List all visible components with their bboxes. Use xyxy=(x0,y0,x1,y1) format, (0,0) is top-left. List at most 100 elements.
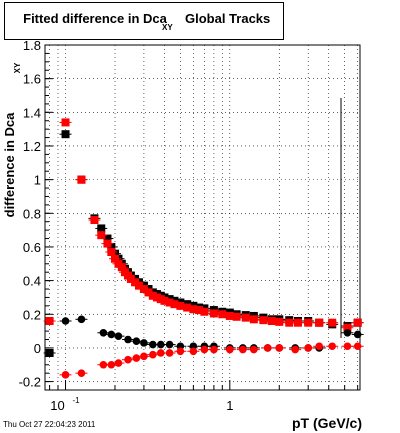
data-point-square xyxy=(110,254,119,263)
data-point-circle xyxy=(149,340,157,349)
data-point-circle xyxy=(77,369,86,377)
data-point-square xyxy=(285,318,294,327)
data-point-square xyxy=(343,323,352,332)
chart-title-subscript: XY xyxy=(162,23,173,32)
y-axis-label: difference in Dca xyxy=(2,112,17,218)
chart-title-box: Fitted difference in Dca XY Global Track… xyxy=(4,2,284,40)
data-point-square xyxy=(103,234,112,243)
data-point-square xyxy=(126,274,135,283)
data-point-circle xyxy=(165,349,174,357)
data-point-circle xyxy=(132,337,141,345)
y-tick-label: 1.4 xyxy=(23,105,41,120)
data-point-circle xyxy=(156,340,165,349)
data-point-circle xyxy=(328,342,337,351)
data-point-square xyxy=(259,316,268,325)
y-axis-label-subscript: XY xyxy=(13,62,22,73)
chart-title-suffix: Global Tracks xyxy=(185,11,271,26)
x-tick-label: 10 xyxy=(50,398,64,413)
data-point-circle xyxy=(353,330,362,339)
data-point-circle xyxy=(61,371,70,379)
data-point-square xyxy=(77,175,86,184)
data-point-circle xyxy=(140,339,148,347)
data-marks xyxy=(43,118,364,379)
data-point-circle xyxy=(275,344,284,352)
y-tick-label: 1 xyxy=(34,173,41,188)
y-tick-label: 0.6 xyxy=(23,240,41,255)
data-point-circle xyxy=(124,355,132,364)
data-point-square xyxy=(232,312,241,321)
data-point-circle xyxy=(99,328,108,337)
data-point-circle xyxy=(353,342,362,351)
data-point-circle xyxy=(77,315,86,324)
data-point-circle xyxy=(165,340,174,349)
data-point-circle xyxy=(114,359,123,367)
data-point-square xyxy=(209,309,218,318)
data-point-square xyxy=(183,303,192,312)
data-point-circle xyxy=(99,360,108,369)
data-point-square xyxy=(315,318,324,327)
data-point-circle xyxy=(149,350,157,359)
data-point-square xyxy=(45,348,54,357)
data-point-circle xyxy=(176,347,185,356)
data-point-circle xyxy=(124,335,132,344)
y-axis-label-subscript-group: XY xyxy=(13,62,22,73)
data-point-circle xyxy=(107,330,116,339)
data-point-square xyxy=(139,285,148,294)
y-tick-label: 1.8 xyxy=(23,38,41,53)
data-point-square xyxy=(117,263,126,272)
data-point-circle xyxy=(189,347,198,356)
y-tick-label: 0.4 xyxy=(23,274,41,289)
data-point-square xyxy=(249,315,258,324)
data-point-square xyxy=(200,307,209,316)
data-point-square xyxy=(225,311,234,320)
data-point-square xyxy=(218,310,227,319)
data-point-square xyxy=(148,291,157,300)
y-tick-label: 0.8 xyxy=(23,206,41,221)
data-point-square xyxy=(61,118,70,127)
data-point-square xyxy=(189,305,198,314)
data-point-square xyxy=(328,318,337,327)
data-point-circle xyxy=(226,345,234,354)
data-point-circle xyxy=(107,360,116,369)
data-point-square xyxy=(134,281,143,290)
data-point-circle xyxy=(263,344,272,352)
data-point-square xyxy=(107,248,116,256)
data-point-circle xyxy=(200,345,209,354)
data-point-square xyxy=(275,317,284,326)
data-point-square xyxy=(170,300,179,309)
chart-title: Fitted difference in Dca xyxy=(23,11,167,26)
data-point-square xyxy=(160,296,169,305)
data-point-square xyxy=(90,216,99,225)
plot-frame xyxy=(44,44,361,391)
y-tick-label: 0.2 xyxy=(23,307,41,322)
data-point-circle xyxy=(156,349,165,357)
data-point-square xyxy=(195,306,204,315)
data-point-square xyxy=(267,317,276,325)
data-point-square xyxy=(144,288,153,297)
data-point-square xyxy=(165,298,174,307)
data-point-square xyxy=(61,130,70,139)
data-point-circle xyxy=(343,328,352,337)
data-point-circle xyxy=(140,352,148,361)
data-point-circle xyxy=(291,345,299,354)
grid-lines xyxy=(45,44,360,390)
data-point-circle xyxy=(210,345,218,354)
data-point-square xyxy=(97,231,106,240)
data-point-square xyxy=(304,318,313,327)
data-point-circle xyxy=(250,345,258,354)
x-tick-label: 1 xyxy=(226,398,233,413)
y-tick-label: 1.6 xyxy=(23,72,41,87)
data-point-square xyxy=(103,239,112,248)
data-point-circle xyxy=(114,332,123,340)
data-point-circle xyxy=(61,317,70,325)
data-point-square xyxy=(45,317,54,325)
y-tick-label: -0.2 xyxy=(19,375,41,390)
data-point-circle xyxy=(343,342,352,351)
data-point-square xyxy=(293,318,302,327)
data-point-circle xyxy=(239,345,247,354)
y-tick-label: 0 xyxy=(34,341,41,356)
data-point-square xyxy=(241,313,250,322)
x-axis-label: pT (GeV/c) xyxy=(292,415,362,431)
x-tick-label-exponent: -1 xyxy=(73,396,81,405)
